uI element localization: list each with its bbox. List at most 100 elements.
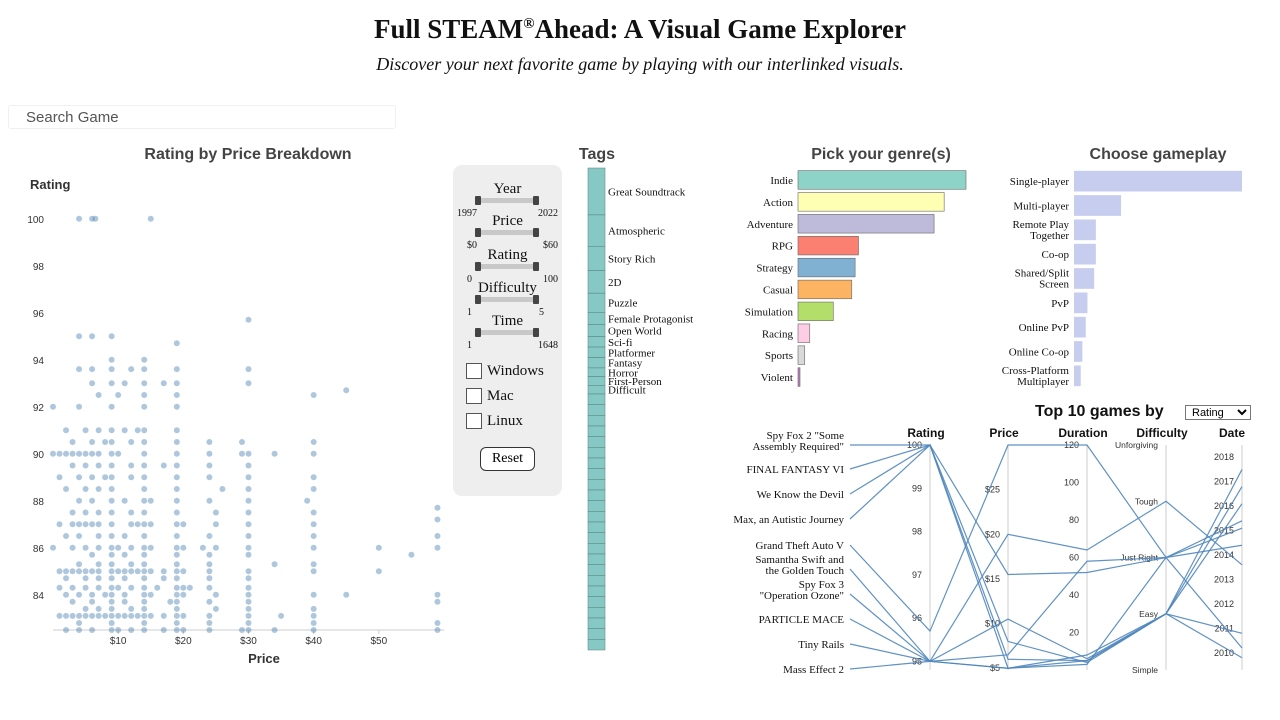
bar-label: Online PvP (1019, 322, 1069, 334)
slider-track-rating[interactable] (475, 262, 539, 271)
slider-handle-max[interactable] (533, 262, 539, 271)
scatter-point (108, 568, 115, 575)
bar (797, 214, 935, 234)
scatter-point (141, 486, 148, 492)
scatter-point (245, 366, 252, 373)
scatter-point (50, 450, 56, 457)
game-label: Tiny Rails (798, 639, 844, 651)
scatter-point (141, 462, 148, 469)
axis-tick-label: Just Right (1120, 553, 1158, 563)
axis-tick-label: Easy (1139, 609, 1159, 619)
scatter-point (102, 591, 109, 598)
platform-windows-row[interactable]: Windows (466, 361, 544, 381)
platform-mac-row[interactable]: Mac (466, 386, 514, 406)
tag-segment (587, 500, 606, 512)
scatter-point (206, 575, 213, 582)
scatter-point (121, 591, 128, 598)
scatter-point (212, 544, 219, 551)
search-input[interactable] (8, 105, 396, 129)
tag-segment (587, 425, 606, 437)
scatter-point (95, 533, 102, 539)
scatter-point (63, 486, 70, 492)
slider-handle-min[interactable] (475, 228, 481, 237)
axis-tick-label: Tough (1135, 496, 1158, 506)
scatter-point (173, 533, 180, 539)
scatter-point (245, 544, 252, 551)
scatter-point (128, 627, 135, 633)
slider-handle-min[interactable] (475, 295, 481, 304)
scatter-point (141, 366, 148, 373)
scatter-point (141, 356, 148, 363)
tag-segment (587, 385, 606, 395)
scatter-point (245, 568, 252, 575)
scatter-point (95, 486, 102, 492)
tag-segment (587, 511, 606, 523)
scatter-point (108, 551, 115, 558)
scatter-point (160, 575, 167, 582)
scatter-point (115, 450, 122, 457)
scatter-point (108, 486, 115, 492)
axis-title-difficulty: Difficulty (1136, 426, 1188, 440)
scatter-point (89, 333, 96, 340)
tag-segment (587, 607, 606, 619)
scatter-point (141, 551, 148, 558)
scatter-point (89, 551, 96, 558)
platform-linux-row[interactable]: Linux (466, 411, 523, 431)
axis-title-price: Price (989, 426, 1019, 440)
game-label: FINAL FANTASY VI (746, 464, 844, 476)
scatter-point (76, 561, 83, 568)
tags-title: Tags (579, 146, 615, 163)
scatter-point (245, 509, 252, 516)
platform-linux-label: Linux (487, 412, 523, 429)
scatter-point (82, 427, 89, 434)
scatter-point (76, 497, 83, 504)
scatter-point (82, 544, 89, 551)
scatter-point (271, 450, 278, 457)
slider-handle-min[interactable] (475, 196, 481, 205)
slider-track-price[interactable] (475, 228, 539, 237)
tag-segment (587, 489, 606, 501)
scatter-point (434, 533, 441, 539)
scatter-point (63, 533, 70, 539)
slider-min-value: $0 (467, 240, 477, 251)
slider-handle-min[interactable] (475, 328, 481, 337)
reset-button[interactable]: Reset (480, 447, 535, 471)
slider-track-difficulty[interactable] (475, 295, 539, 304)
scatter-point (212, 521, 219, 528)
scatter-point (89, 215, 96, 222)
scatter-point (212, 605, 219, 612)
platform-mac-checkbox[interactable] (466, 388, 482, 404)
slider-handle-min[interactable] (475, 262, 481, 271)
scatter-point (82, 509, 89, 516)
scatter-point (69, 584, 76, 591)
platform-linux-checkbox[interactable] (466, 413, 482, 429)
slider-handle-max[interactable] (533, 196, 539, 205)
tag-segment (587, 564, 606, 576)
scatter-point (121, 612, 128, 619)
slider-handle-max[interactable] (533, 295, 539, 304)
scatter-point (56, 612, 63, 619)
scatter-point (141, 450, 148, 457)
genre-title: Pick your genre(s) (811, 146, 951, 163)
genre-chart: Pick your genre(s) Indie Action Adventure RP… (745, 146, 967, 387)
slider-track-time[interactable] (475, 328, 539, 337)
scatter-point (89, 598, 96, 605)
scatter-point (310, 439, 317, 445)
bar-label: Violent (761, 372, 793, 384)
scatter-point (128, 605, 135, 612)
game-line (849, 486, 1243, 662)
top10-sort-select[interactable]: Rating (1185, 405, 1251, 420)
platform-windows-checkbox[interactable] (466, 363, 482, 379)
scatter-point (141, 521, 148, 528)
scatter-point (245, 486, 252, 492)
scatter-point (375, 544, 382, 551)
tag-segment (587, 167, 606, 216)
scatter-point (89, 439, 96, 445)
bar-label: Casual (763, 284, 793, 296)
scatter-point (128, 462, 135, 469)
slider-track-year[interactable] (475, 196, 539, 205)
bar-label: Shared/Split Screen (1015, 268, 1070, 291)
y-tick-label: 84 (33, 591, 45, 602)
slider-handle-max[interactable] (533, 228, 539, 237)
slider-handle-max[interactable] (533, 328, 539, 337)
